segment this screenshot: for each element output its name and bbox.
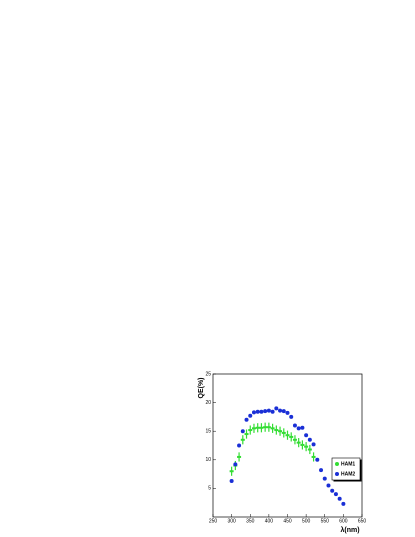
legend-marker	[335, 462, 339, 466]
data-point	[326, 483, 331, 488]
data-point	[237, 443, 242, 448]
data-point	[259, 426, 264, 429]
data-point	[285, 410, 290, 415]
data-point	[304, 445, 309, 448]
data-point	[270, 427, 275, 430]
x-tick-label: 400	[265, 518, 274, 524]
data-point	[281, 431, 286, 434]
data-point	[319, 468, 324, 473]
data-point	[263, 426, 268, 429]
legend-label: HAM2	[341, 471, 355, 477]
data-point	[315, 457, 320, 462]
data-point	[266, 408, 271, 413]
x-tick-label: 650	[358, 518, 367, 524]
data-point	[330, 488, 335, 493]
data-point	[244, 433, 249, 436]
data-point	[296, 441, 301, 444]
x-tick-label: 250	[209, 518, 218, 524]
data-point	[259, 409, 264, 414]
x-tick-label: 600	[339, 518, 348, 524]
data-point	[296, 426, 301, 431]
data-point	[255, 409, 260, 414]
data-point	[251, 410, 256, 415]
x-tick-label: 300	[227, 518, 236, 524]
x-tick-label: 350	[246, 518, 255, 524]
legend-label: HAM1	[341, 461, 355, 467]
data-point	[333, 492, 338, 497]
x-tick-label: 550	[321, 518, 330, 524]
data-point	[274, 406, 279, 411]
data-point	[237, 455, 242, 458]
data-point	[248, 429, 253, 432]
data-point	[289, 414, 294, 419]
y-tick-label: 10	[205, 457, 211, 463]
data-point	[263, 409, 268, 414]
data-point	[337, 496, 342, 501]
data-point	[292, 423, 297, 428]
data-point	[274, 429, 279, 432]
data-point	[304, 433, 309, 438]
data-point	[285, 434, 290, 437]
y-axis-label: QE(%)	[198, 378, 205, 399]
data-point	[248, 413, 253, 418]
y-tick-label: 20	[205, 400, 211, 406]
x-tick-label: 500	[302, 518, 311, 524]
y-tick-label: 15	[205, 429, 211, 435]
data-point	[311, 455, 316, 458]
x-tick-label: 450	[283, 518, 292, 524]
y-tick-label: 5	[208, 486, 211, 492]
data-point	[251, 427, 256, 430]
data-point	[229, 470, 234, 473]
data-point	[341, 501, 346, 506]
data-point	[322, 476, 327, 481]
data-point	[266, 426, 271, 429]
y-tick-label: 25	[205, 371, 211, 377]
data-point	[278, 408, 283, 413]
data-point	[300, 425, 305, 430]
x-axis-label: λ(nm)	[340, 526, 359, 534]
data-point	[240, 438, 245, 441]
data-point	[229, 478, 234, 483]
legend-marker	[335, 472, 339, 476]
data-point	[289, 435, 294, 438]
data-point	[311, 442, 316, 447]
data-point	[244, 417, 249, 422]
legend-box	[331, 457, 361, 481]
plot-frame	[212, 373, 363, 518]
data-point	[240, 429, 245, 434]
data-point	[307, 437, 312, 442]
data-point	[300, 443, 305, 446]
data-point	[307, 448, 312, 451]
data-point	[270, 409, 275, 414]
data-point	[233, 462, 238, 467]
data-point	[278, 430, 283, 433]
data-point	[292, 438, 297, 441]
data-point	[281, 409, 286, 414]
data-point	[255, 426, 260, 429]
